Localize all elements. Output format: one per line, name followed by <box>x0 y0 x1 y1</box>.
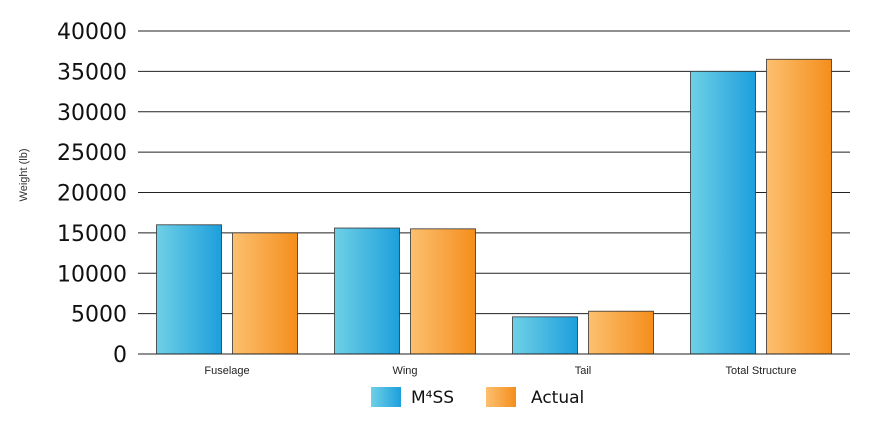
legend-swatch-actual <box>486 387 516 407</box>
y-tick-label: 10000 <box>57 262 127 287</box>
y-axis-label: Weight (lb) <box>18 149 30 202</box>
y-tick-label: 25000 <box>57 141 127 166</box>
x-category-label: Tail <box>575 365 592 377</box>
y-tick-label: 40000 <box>57 20 127 45</box>
bars <box>156 58 832 355</box>
bar-actual-tail <box>588 310 654 355</box>
y-tick-label: 30000 <box>57 101 127 126</box>
y-tick-labels: 0 5000 10000 15000 20000 25000 30000 35000 40000 <box>57 20 127 368</box>
x-category-label: Wing <box>392 365 417 377</box>
y-tick-label: 5000 <box>71 303 127 328</box>
legend: M⁴SS Actual <box>371 387 584 408</box>
bar-actual-wing <box>410 228 476 355</box>
legend-label-actual: Actual <box>531 388 584 408</box>
bar-m4ss-tail <box>512 316 578 355</box>
y-tick-label: 15000 <box>57 222 127 247</box>
bar-m4ss-wing <box>334 227 400 355</box>
bar-actual-total-structure <box>766 58 832 355</box>
x-category-labels: Fuselage Wing Tail Total Structure <box>204 365 796 377</box>
bar-m4ss-total-structure <box>690 70 756 355</box>
legend-label-m4ss: M⁴SS <box>411 388 454 408</box>
bar-actual-fuselage <box>232 232 298 355</box>
y-tick-label: 20000 <box>57 182 127 207</box>
x-category-label: Fuselage <box>204 365 249 377</box>
bar-m4ss-fuselage <box>156 224 222 355</box>
x-category-label: Total Structure <box>726 365 797 377</box>
legend-swatch-m4ss <box>371 387 401 407</box>
y-tick-label: 35000 <box>57 60 127 85</box>
y-tick-label: 0 <box>113 343 127 368</box>
